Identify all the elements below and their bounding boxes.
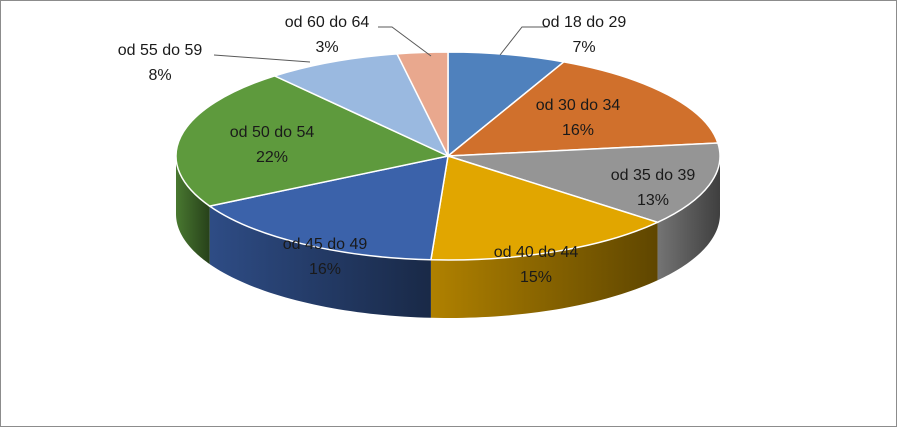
data-label-category: od 40 do 44 bbox=[494, 244, 579, 261]
pie-slice-od-60-do-64 bbox=[395, 51, 449, 157]
leader-line-od-60-do-64 bbox=[378, 26, 432, 57]
data-label-percent: 7% bbox=[572, 39, 595, 56]
pie-side-walls bbox=[176, 156, 720, 318]
data-label-percent: 15% bbox=[520, 269, 552, 286]
data-label-category: od 30 do 34 bbox=[536, 97, 621, 114]
data-label-category: od 50 do 54 bbox=[230, 124, 315, 141]
pie-side-od-40-do-44 bbox=[430, 222, 658, 318]
pie-slice-od-40-do-44 bbox=[430, 155, 660, 261]
data-label-percent: 16% bbox=[309, 261, 341, 278]
pie-top-faces bbox=[175, 51, 721, 261]
data-label-percent: 16% bbox=[562, 122, 594, 139]
data-label-percent: 3% bbox=[315, 39, 338, 56]
data-label-category: od 35 do 39 bbox=[611, 167, 696, 184]
pie-slice-od-45-do-49 bbox=[207, 155, 449, 261]
pie-slice-od-18-do-29 bbox=[447, 51, 566, 158]
data-label-percent: 13% bbox=[637, 192, 669, 209]
leader-line-od-55-do-59 bbox=[213, 54, 311, 63]
pie-slice-od-50-do-54 bbox=[175, 75, 451, 207]
pie-side-od-50-do-54 bbox=[176, 156, 210, 265]
data-label-category: od 18 do 29 bbox=[542, 14, 627, 31]
data-label-category: od 60 do 64 bbox=[285, 14, 370, 31]
pie-slice-od-30-do-34 bbox=[445, 61, 719, 157]
leader-line-od-18-do-29 bbox=[499, 26, 548, 56]
data-label-percent: 22% bbox=[256, 149, 288, 166]
pie-slice-od-55-do-59 bbox=[272, 53, 450, 158]
pie-side-od-45-do-49 bbox=[209, 206, 431, 318]
data-label-category: od 55 do 59 bbox=[118, 42, 203, 59]
pie-slice-od-35-do-39 bbox=[447, 142, 721, 224]
data-label-percent: 8% bbox=[148, 67, 171, 84]
data-labels: od 18 do 29 7% od 30 do 34 16% od 35 do 39 13… bbox=[118, 14, 696, 286]
data-label-category: od 45 do 49 bbox=[283, 236, 368, 253]
pie-side-od-35-do-39 bbox=[657, 156, 720, 281]
